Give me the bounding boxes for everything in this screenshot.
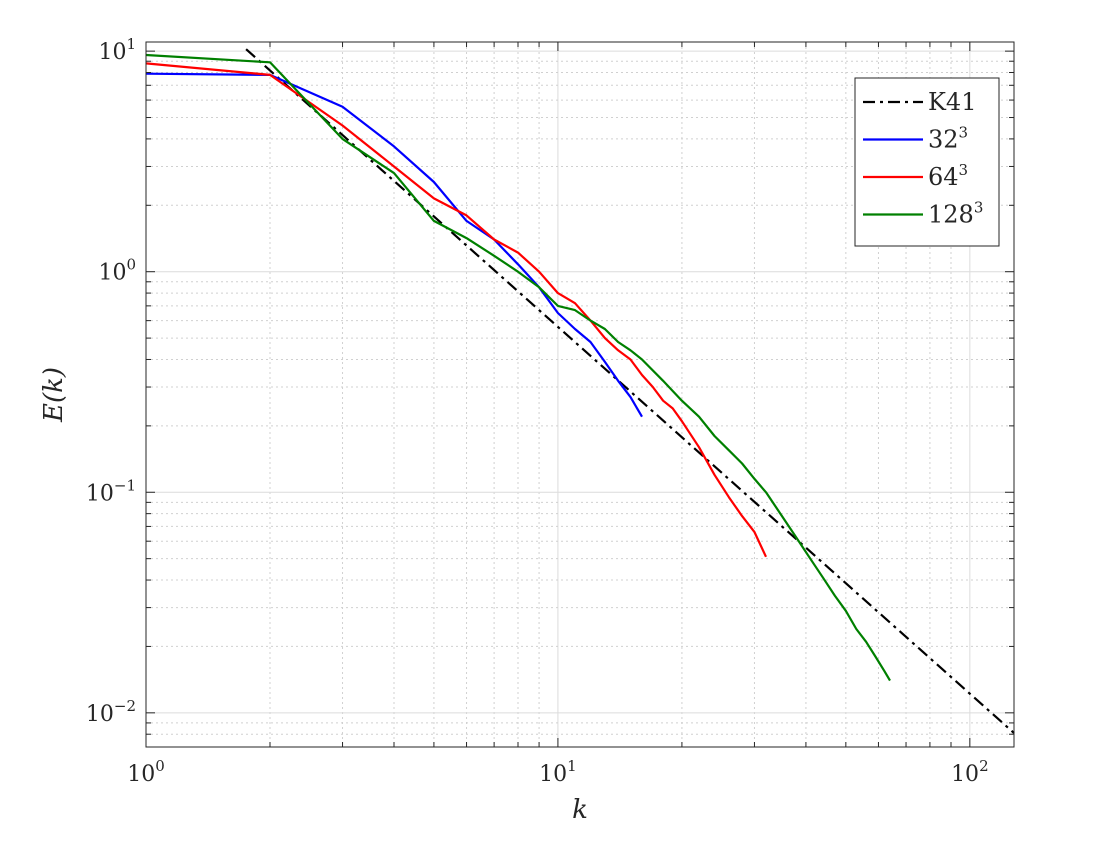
- legend-box: [854, 77, 1000, 247]
- y-tick-label: 10−2: [86, 697, 136, 727]
- y-tick-label: 101: [98, 35, 136, 65]
- legend-entry-label: 643: [928, 161, 968, 191]
- x-tick-label: 102: [951, 757, 989, 787]
- tick-marks: [145, 42, 1014, 748]
- y-tick-label: 10−1: [86, 476, 136, 506]
- series-line-128-cubed: [145, 53, 891, 682]
- series-lines: [145, 48, 1015, 734]
- x-tick-label: 101: [539, 757, 577, 787]
- y-tick-label: 100: [98, 256, 136, 286]
- x-axis-label: k: [572, 795, 588, 825]
- tick-labels: 100 101 102 10−2 10−1 100 101: [86, 35, 989, 787]
- x-tick-label: 100: [127, 757, 165, 787]
- series-line-32-cubed: [145, 72, 643, 418]
- y-axis-label: E(k): [39, 367, 69, 423]
- legend: K41 323 643 1283: [854, 77, 1000, 247]
- series-line-64-cubed: [145, 62, 767, 558]
- legend-entry-label: K41: [928, 88, 976, 116]
- axes-box: [145, 41, 1015, 748]
- series-line-K41: [245, 48, 1015, 734]
- legend-entry-label: 1283: [928, 199, 983, 229]
- legend-entry-label: 323: [928, 124, 968, 154]
